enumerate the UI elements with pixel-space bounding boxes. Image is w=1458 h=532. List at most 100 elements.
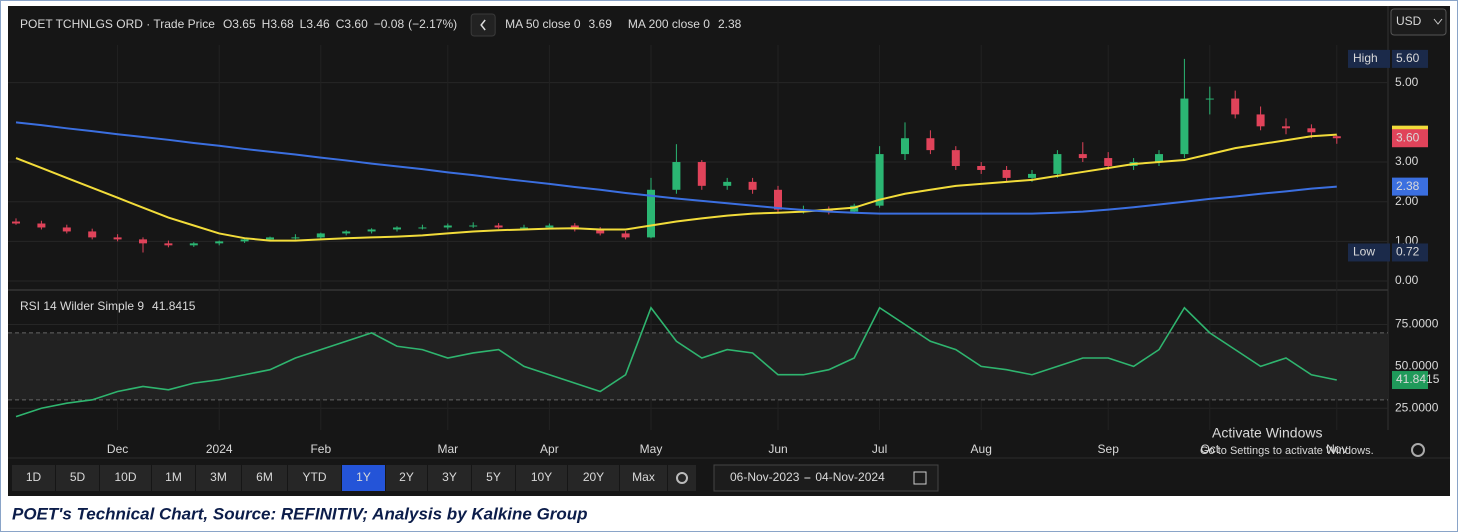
chevron-icon <box>480 19 486 31</box>
dropdown-arrow <box>1433 18 1443 25</box>
legend-key: O <box>223 17 232 31</box>
candle-body <box>494 225 503 228</box>
range-button[interactable] <box>196 465 241 491</box>
candle-body <box>951 150 960 166</box>
candle-body <box>443 225 452 228</box>
low-badge-label: 0.72 <box>1396 245 1420 259</box>
candle-body <box>342 231 351 234</box>
gear-icon <box>676 472 688 484</box>
low-badge-tag <box>1348 243 1390 262</box>
candle-body <box>316 233 325 238</box>
range-button[interactable] <box>56 465 99 491</box>
range-button-label[interactable]: Max <box>632 470 655 484</box>
candle-body <box>774 189 782 210</box>
range-button-label[interactable]: 3M <box>210 470 227 484</box>
high-badge-label: 5.60 <box>1396 51 1420 65</box>
rsi-badge <box>1392 371 1428 390</box>
price-change-percent: (−2.17%) <box>408 17 457 31</box>
candle-body <box>37 223 46 228</box>
candle-body <box>1180 98 1189 155</box>
y-tick-label: 5.00 <box>1395 75 1419 89</box>
candle-body <box>697 162 706 186</box>
y-tick-label: 50.0000 <box>1395 359 1439 373</box>
candle-body <box>1053 154 1062 174</box>
range-button-label[interactable]: 5Y <box>486 470 501 484</box>
candle-body <box>748 181 757 190</box>
range-button[interactable] <box>342 465 385 491</box>
x-tick-label: Jun <box>768 442 787 456</box>
range-button-label[interactable]: 3Y <box>442 470 457 484</box>
date-range-box[interactable] <box>713 464 939 492</box>
range-button-label[interactable]: 10D <box>114 470 136 484</box>
y-tick-label: 3.00 <box>1395 154 1419 168</box>
ma-legend-value: 3.69 <box>589 17 613 31</box>
y-tick-label: 25.0000 <box>1395 400 1439 414</box>
candle-body <box>215 241 224 244</box>
candle-body <box>291 237 300 239</box>
price-change: −0.08 <box>374 17 405 31</box>
high-badge-tag <box>1348 49 1390 68</box>
rsi-line <box>15 306 1337 418</box>
high-badge-tag-label: High <box>1353 51 1378 65</box>
candle-body <box>1155 154 1163 163</box>
range-button-label[interactable]: 6M <box>256 470 273 484</box>
ma-legend-name: MA 200 close 0 <box>628 17 710 31</box>
range-button[interactable] <box>472 465 515 491</box>
legend-value: 3.46 <box>306 17 330 31</box>
collapse-button[interactable] <box>470 13 496 37</box>
x-tick-label: Nov <box>1326 442 1347 456</box>
low-badge <box>1392 243 1428 262</box>
range-button[interactable] <box>428 465 471 491</box>
y-tick-label: 0.00 <box>1395 273 1419 287</box>
range-button-label[interactable]: 5D <box>70 470 86 484</box>
moving-average-line <box>15 121 1337 215</box>
price-badge-label: 3.60 <box>1396 130 1420 144</box>
range-button[interactable] <box>242 465 287 491</box>
caption: POET's Technical Chart, Source: REFINITI… <box>12 504 588 523</box>
range-button-label[interactable]: 1D <box>26 470 42 484</box>
range-button[interactable] <box>12 465 55 491</box>
legend-key: L <box>300 17 307 31</box>
low-badge-tag-label: Low <box>1353 245 1375 259</box>
watermark-text: Go to Settings to activate Windows. <box>1200 445 1374 457</box>
x-tick-label: May <box>640 442 663 456</box>
range-button[interactable] <box>100 465 151 491</box>
candle-body <box>875 154 884 206</box>
range-button[interactable] <box>386 465 427 491</box>
y-tick-label: 2.00 <box>1395 194 1419 208</box>
high-badge <box>1392 49 1428 68</box>
range-button-label[interactable]: YTD <box>303 470 327 484</box>
candle-body <box>62 227 71 232</box>
legend-key: C <box>336 17 345 31</box>
moving-average-line <box>15 133 1337 242</box>
candle-body <box>189 243 198 246</box>
calendar-icon[interactable] <box>913 471 927 485</box>
legend-value: 3.60 <box>344 17 368 31</box>
date-from: 06-Nov-2023 <box>730 470 800 484</box>
candle-body <box>418 227 427 229</box>
range-button[interactable] <box>568 465 619 491</box>
range-button-label[interactable]: 10Y <box>531 470 552 484</box>
candle-body <box>393 227 401 230</box>
candle-body <box>723 181 732 186</box>
price-badge <box>1392 129 1428 148</box>
y-tick-label: 75.0000 <box>1395 317 1439 331</box>
chart-settings-button[interactable] <box>668 465 696 491</box>
range-button-label[interactable]: 20Y <box>583 470 604 484</box>
rsi-badge-label: 41.8415 <box>1396 372 1440 386</box>
currency-dropdown[interactable] <box>1390 8 1447 36</box>
candle-body <box>596 229 605 234</box>
range-button[interactable] <box>516 465 567 491</box>
range-button[interactable] <box>152 465 195 491</box>
candle-body <box>469 225 478 227</box>
axis-settings-icon[interactable] <box>1411 443 1425 457</box>
range-button-label[interactable]: 2Y <box>399 470 414 484</box>
range-button-label[interactable]: 1M <box>165 470 182 484</box>
ma-badge <box>1392 177 1428 196</box>
range-button[interactable] <box>288 465 341 491</box>
range-button[interactable] <box>620 465 667 491</box>
candle-body <box>977 165 986 170</box>
range-button-label[interactable]: 1Y <box>356 470 371 484</box>
x-tick-label: Dec <box>107 442 128 456</box>
candle-body <box>520 227 528 229</box>
